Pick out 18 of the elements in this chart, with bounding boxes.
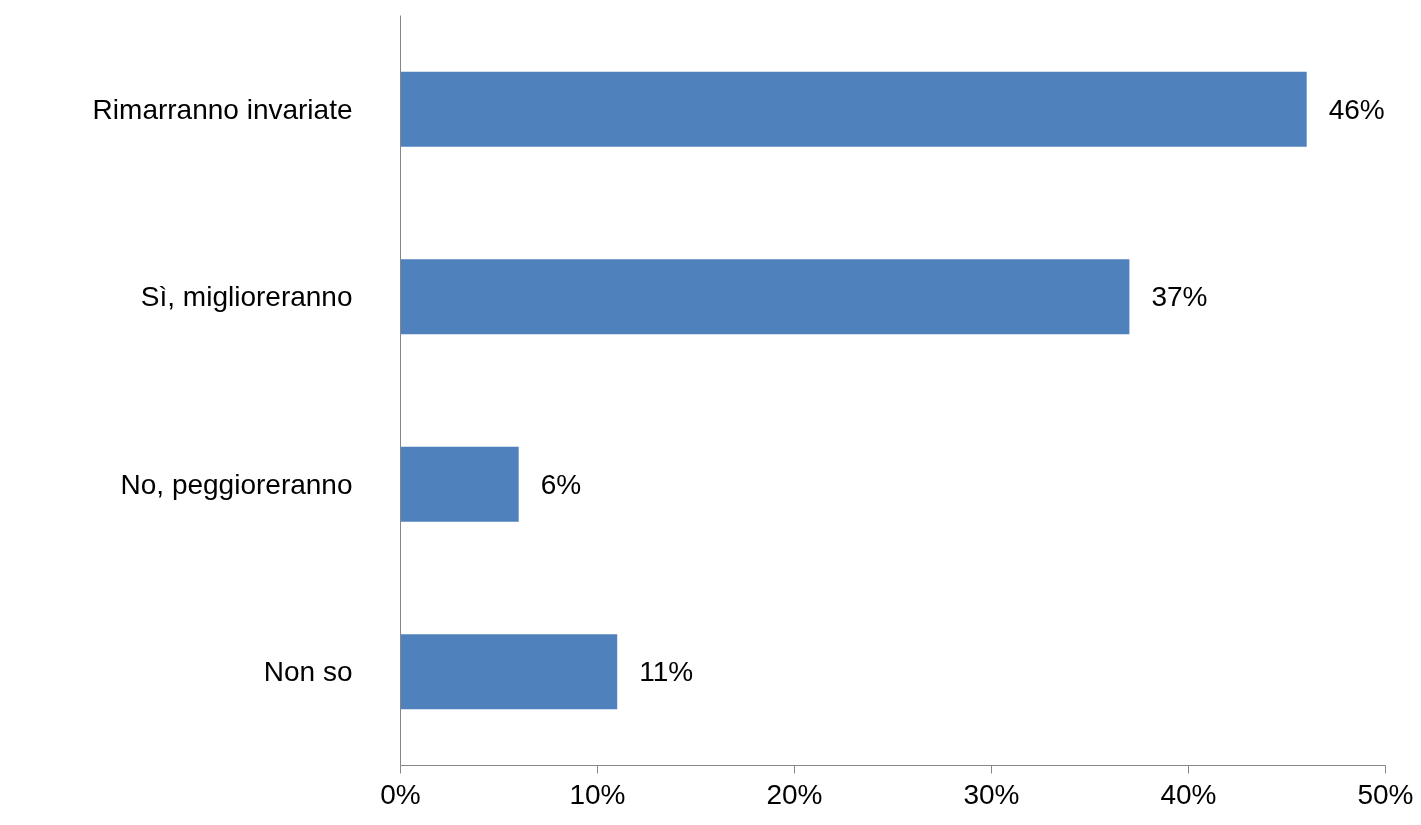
x-tick-label: 40% — [1160, 778, 1217, 810]
y-tick-label: Non so — [263, 656, 353, 688]
x-tick-label: 0% — [380, 778, 421, 810]
data-label: 46% — [1328, 93, 1385, 125]
y-tick-label: Rimarranno invariate — [92, 93, 353, 125]
x-tick-label: 20% — [766, 778, 823, 810]
data-label: 11% — [639, 656, 694, 688]
x-tick-label: 50% — [1357, 778, 1414, 810]
bar — [400, 71, 1307, 147]
x-tick-label: 10% — [569, 778, 626, 810]
data-label: 37% — [1151, 281, 1208, 313]
data-label: 6% — [540, 468, 582, 500]
bar — [400, 259, 1130, 335]
bar — [400, 634, 618, 710]
x-tick-label: 30% — [963, 778, 1020, 810]
y-tick-label: Sì, miglioreranno — [140, 281, 353, 313]
bar — [400, 446, 519, 522]
y-tick-label: No, peggioreranno — [120, 468, 353, 500]
